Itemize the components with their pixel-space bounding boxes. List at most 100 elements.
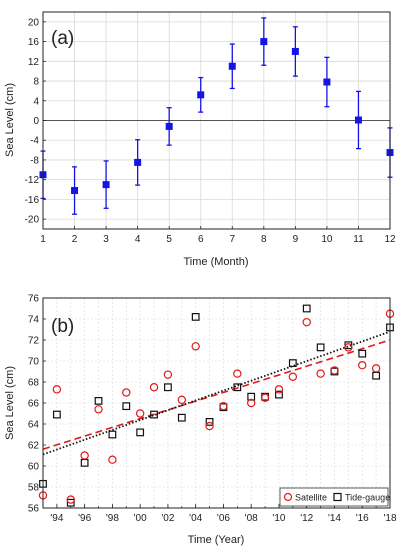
satellite-point bbox=[371, 364, 381, 373]
panel-b-y-ticks: 56 58 60 62 64 66 68 70 72 74 76 bbox=[28, 294, 46, 515]
panel-a-y-tick-label: 16 bbox=[28, 37, 40, 48]
panel-a-x-tick-label: 8 bbox=[261, 234, 267, 245]
tide-gauge-point bbox=[177, 413, 186, 422]
panel-b-x-tick-label: '12 bbox=[300, 513, 313, 524]
panel-b-x-ticks: '94 '96 '98 '00 '02 '04 '06 '08 '10 '12 '14 '16 '18 bbox=[42, 504, 397, 524]
panel-a-x-tick-label: 4 bbox=[135, 234, 141, 245]
panel-b-y-tick-label: 76 bbox=[28, 294, 40, 305]
panel-a-x-ticks: 1 2 3 4 5 6 7 8 9 10 11 12 bbox=[40, 226, 396, 245]
satellite-point bbox=[52, 385, 62, 394]
panel-a-x-tick-label: 5 bbox=[166, 234, 172, 245]
panel-b-x-tick-label: '96 bbox=[78, 513, 91, 524]
satellite-point bbox=[135, 409, 145, 418]
panel-b-x-axis-label: Time (Year) bbox=[188, 534, 245, 546]
panel-b-y-tick-label: 62 bbox=[28, 441, 40, 452]
panel-b-y-tick-label: 72 bbox=[28, 336, 40, 347]
panel-a-label: (a) bbox=[51, 28, 74, 49]
satellite-point bbox=[233, 369, 242, 378]
satellite-point bbox=[274, 385, 284, 394]
panel-a-x-tick-label: 3 bbox=[103, 234, 109, 245]
panel-b-label: (b) bbox=[51, 316, 74, 337]
satellite-point bbox=[219, 401, 228, 411]
panel-a-x-tick-label: 1 bbox=[40, 234, 46, 245]
tide-gauge-point bbox=[94, 397, 103, 405]
panel-b-x-tick-label: '14 bbox=[328, 513, 341, 524]
panel-b: '94'96'98'00'02'04'06'08'10'12'14'16'18 … bbox=[4, 294, 397, 547]
tide-gauge-point bbox=[302, 304, 311, 313]
panel-b-grid bbox=[42, 297, 391, 509]
panel-a-y-tick-label: 0 bbox=[33, 116, 39, 127]
panel-a-point bbox=[102, 181, 110, 189]
satellite-point bbox=[94, 405, 103, 414]
panel-a-y-tick-label: 20 bbox=[28, 17, 40, 28]
panel-a-x-tick-label: 10 bbox=[321, 234, 333, 245]
panel-a-x-tick-label: 11 bbox=[353, 234, 364, 245]
panel-a-x-axis-label: Time (Month) bbox=[184, 256, 249, 268]
panel-a-point bbox=[354, 116, 362, 124]
panel-b-y-tick-label: 58 bbox=[28, 483, 40, 494]
panel-b-x-tick-label: '02 bbox=[161, 513, 174, 524]
panel-a-point bbox=[134, 158, 142, 166]
panel-a-y-tick-label: -8 bbox=[30, 155, 39, 166]
tide-gauge-point bbox=[205, 418, 214, 426]
panel-a-y-tick-label: -16 bbox=[25, 195, 40, 206]
panel-a-y-tick-label: 12 bbox=[28, 57, 40, 68]
panel-a-point bbox=[323, 78, 331, 86]
panel-b-legend: Satellite Tide-gauge bbox=[279, 487, 390, 507]
panel-b-x-tick-label: '98 bbox=[106, 513, 119, 524]
panel-b-x-tick-label: '10 bbox=[272, 513, 285, 524]
satellite-point bbox=[80, 451, 89, 460]
legend-tide-gauge-marker bbox=[333, 492, 342, 502]
panel-a-x-tick-label: 12 bbox=[384, 234, 396, 245]
panel-a-x-tick-label: 7 bbox=[229, 234, 235, 245]
panel-a-x-tick-label: 9 bbox=[293, 234, 299, 245]
panel-a-x-tick-label: 2 bbox=[72, 234, 78, 245]
panel-b-y-axis-label: Sea Level (cm) bbox=[4, 366, 16, 440]
panel-a-y-axis-label: Sea Level (cm) bbox=[4, 83, 16, 157]
tide-gauge-point bbox=[275, 390, 283, 399]
panel-b-y-tick-label: 56 bbox=[28, 504, 40, 515]
satellite-point bbox=[177, 395, 186, 405]
panel-b-x-tick-label: '94 bbox=[50, 513, 63, 524]
legend-satellite-marker bbox=[283, 492, 293, 502]
panel-b-x-tick-label: '18 bbox=[383, 513, 396, 524]
panel-a-y-tick-label: -20 bbox=[25, 215, 40, 226]
satellite-point bbox=[205, 421, 214, 431]
satellite-point bbox=[358, 361, 367, 370]
tide-gauge-point bbox=[316, 343, 325, 352]
tide-gauge-point bbox=[136, 428, 145, 437]
panel-b-x-tick-label: '16 bbox=[356, 513, 369, 524]
tide-gauge-point bbox=[52, 410, 61, 419]
satellite-point bbox=[260, 393, 270, 402]
panel-a-y-tick-label: 4 bbox=[33, 96, 39, 107]
satellite-point bbox=[316, 369, 325, 378]
panel-a-point bbox=[291, 47, 299, 55]
panel-a-y-tick-label: -4 bbox=[30, 136, 39, 147]
tide-gauge-point bbox=[108, 430, 117, 439]
panel-b-y-tick-label: 74 bbox=[28, 315, 40, 326]
tide-gauge-point bbox=[191, 313, 200, 321]
satellite-point bbox=[302, 317, 311, 327]
tide-gauge-point bbox=[164, 383, 172, 392]
panel-a-point bbox=[228, 62, 236, 70]
panel-a-y-tick-label: -12 bbox=[25, 175, 40, 186]
panel-a-point bbox=[165, 122, 173, 130]
tide-gauge-point bbox=[358, 349, 367, 358]
panel-a-point bbox=[197, 91, 205, 99]
panel-b-x-tick-label: '06 bbox=[217, 513, 230, 524]
satellite-point bbox=[163, 370, 173, 379]
satellite-point bbox=[108, 455, 117, 464]
panel-a-y-ticks: -20 -16 -12 -8 -4 0 4 8 12 16 20 bbox=[25, 17, 46, 226]
satellite-point bbox=[344, 343, 353, 352]
panel-b-x-tick-label: '04 bbox=[189, 513, 202, 524]
satellite-point bbox=[66, 495, 75, 504]
panel-b-y-tick-label: 70 bbox=[28, 357, 40, 368]
satellite-trend-line bbox=[42, 339, 391, 450]
panel-b-y-tick-label: 60 bbox=[28, 462, 40, 473]
satellite-point bbox=[330, 366, 339, 375]
panel-b-y-tick-label: 64 bbox=[28, 420, 40, 431]
satellite-point bbox=[246, 398, 256, 408]
satellite-point bbox=[288, 372, 298, 381]
panel-b-trend-lines bbox=[42, 330, 391, 456]
